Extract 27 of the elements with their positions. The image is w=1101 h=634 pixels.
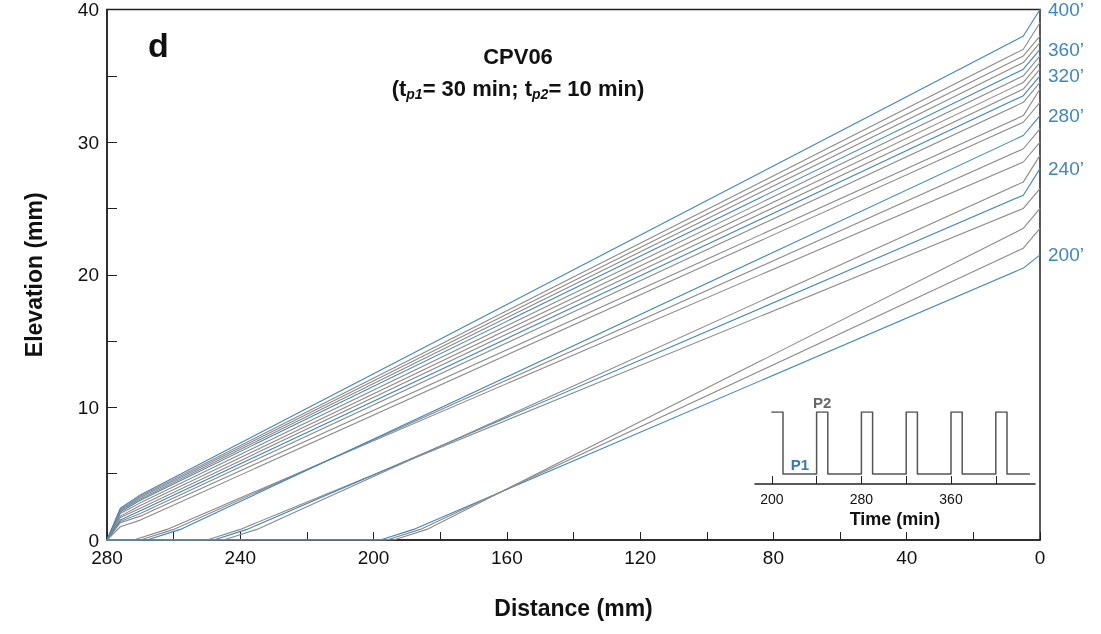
x-tick-label: 160 bbox=[491, 547, 523, 568]
series-label: 200’ bbox=[1048, 244, 1084, 266]
x-tick-label: 240 bbox=[224, 547, 257, 568]
x-tick-label: 80 bbox=[762, 547, 784, 568]
text: CPV06 bbox=[483, 43, 553, 69]
annotation: P1 bbox=[790, 455, 809, 473]
series-label: 280’ bbox=[1048, 105, 1084, 127]
x-tick-label: 40 bbox=[896, 547, 918, 568]
x-axis-title: Time (min) bbox=[849, 509, 941, 529]
annotation: d bbox=[148, 26, 169, 64]
x-tick-label: 200 bbox=[357, 547, 390, 568]
x-tick-label: 360 bbox=[939, 491, 963, 507]
y-tick-label: 30 bbox=[77, 131, 99, 153]
y-tick-label: 40 bbox=[77, 0, 99, 20]
series-label: 240’ bbox=[1048, 158, 1084, 180]
x-axis-title: Distance (mm) bbox=[494, 594, 653, 621]
y-tick-label: 10 bbox=[77, 396, 99, 418]
annotation: P2 bbox=[813, 394, 832, 411]
y-tick-label: 20 bbox=[77, 264, 99, 286]
y-axis-title: Elevation (mm) bbox=[20, 192, 47, 358]
series-label: 400’ bbox=[1048, 0, 1084, 20]
x-tick-label: 0 bbox=[1034, 547, 1046, 568]
x-tick-label: 120 bbox=[624, 547, 656, 568]
x-tick-label: 280 bbox=[849, 491, 874, 507]
series-label: 360’ bbox=[1048, 38, 1084, 60]
x-tick-label: 200 bbox=[760, 491, 784, 507]
series-label: 320’ bbox=[1048, 65, 1084, 87]
